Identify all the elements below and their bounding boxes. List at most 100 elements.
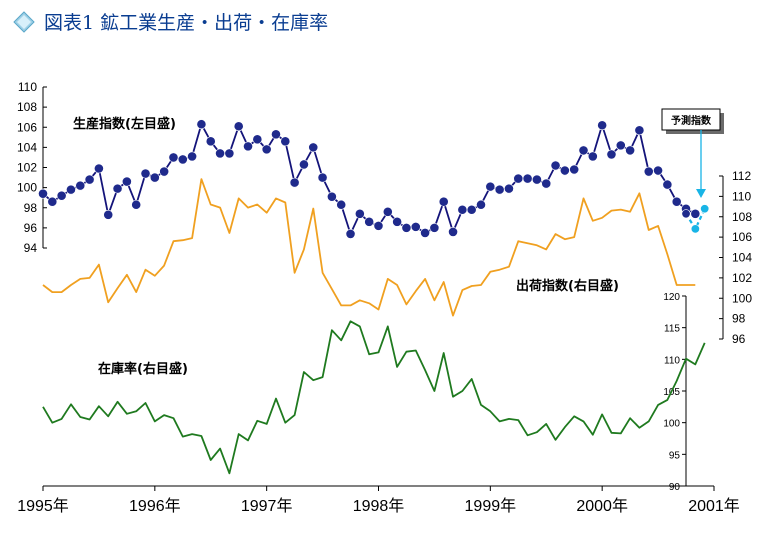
- x-axis-tick-label: 1995年: [17, 497, 69, 515]
- production-point: [392, 216, 403, 227]
- right-upper-axis-tick-label: 110: [732, 189, 751, 203]
- production-point: [522, 173, 533, 184]
- right-lower-axis-tick-label: 110: [664, 355, 680, 366]
- production-point: [187, 151, 198, 162]
- production-point: [233, 121, 244, 132]
- production-point: [578, 145, 589, 156]
- right-lower-axis-tick-label: 90: [669, 482, 681, 493]
- production-point: [541, 178, 552, 189]
- production-point: [47, 196, 58, 207]
- production-point: [410, 221, 421, 232]
- left-axis-tick-label: 102: [17, 161, 37, 175]
- production-point: [653, 165, 663, 176]
- series-layer: [38, 119, 710, 475]
- right-lower-axis-tick-label: 95: [669, 450, 681, 461]
- right-lower-axis-tick-label: 115: [664, 324, 680, 335]
- production-point: [373, 220, 384, 231]
- left-axis-tick-label: 98: [24, 201, 38, 215]
- x-axis-tick-label: 1997年: [241, 497, 293, 515]
- production-point: [149, 172, 160, 183]
- right-upper-axis-tick-label: 108: [732, 210, 752, 224]
- right-upper-axis-tick-label: 102: [732, 271, 752, 285]
- production-annotation: 生産指数(左目盛): [73, 116, 176, 132]
- production-point: [215, 148, 225, 159]
- forecast-point: [681, 209, 691, 219]
- production-point: [336, 199, 347, 210]
- forecast-callout: 予測指数: [661, 108, 724, 198]
- production-point: [420, 228, 430, 238]
- forecast-point: [690, 224, 700, 234]
- production-point: [345, 229, 356, 239]
- production-point: [308, 142, 319, 153]
- production-point: [597, 120, 608, 131]
- production-point: [224, 148, 235, 159]
- left-axis-tick-label: 110: [18, 80, 37, 94]
- shipments-series-line: [42, 178, 696, 317]
- right-upper-axis-tick-label: 106: [732, 230, 752, 244]
- left-axis-tick-label: 96: [24, 221, 38, 235]
- production-point: [121, 176, 132, 187]
- x-axis-tick-label: 2000年: [576, 497, 628, 515]
- production-point: [326, 191, 337, 202]
- right-lower-axis-tick-label: 100: [663, 419, 680, 430]
- callout-box: [661, 108, 721, 131]
- left-axis-tick-label: 108: [17, 100, 37, 114]
- production-point: [196, 119, 207, 130]
- production-point: [354, 208, 365, 219]
- production-point: [690, 208, 701, 219]
- production-point: [364, 216, 375, 227]
- production-point: [280, 136, 291, 147]
- production-point: [75, 180, 86, 191]
- production-point: [466, 204, 477, 215]
- production-point: [131, 199, 142, 210]
- production-point: [494, 184, 505, 195]
- forecast-callout-label: 予測指数: [671, 114, 712, 127]
- production-point: [38, 188, 48, 199]
- forecast-point: [700, 204, 710, 214]
- production-point: [168, 152, 179, 163]
- production-point: [84, 174, 95, 185]
- left-axis-tick-label: 94: [24, 241, 38, 255]
- production-point: [140, 168, 151, 179]
- production-point: [662, 179, 673, 190]
- production-point: [625, 145, 636, 156]
- right-upper-axis-tick-label: 104: [732, 251, 752, 265]
- production-point: [634, 125, 645, 136]
- production-point: [448, 226, 458, 237]
- production-point: [112, 183, 123, 194]
- x-axis-tick-label: 1996年: [129, 497, 181, 515]
- title-group: 図表1 鉱工業生産・出荷・在庫率: [13, 11, 328, 34]
- x-axis-tick-label: 2001年: [688, 497, 740, 515]
- production-point: [643, 166, 654, 177]
- shipments-annotation: 出荷指数(右目盛): [516, 278, 619, 294]
- production-point: [513, 173, 524, 184]
- production-point: [587, 151, 598, 162]
- chart-title: 図表1 鉱工業生産・出荷・在庫率: [44, 12, 328, 34]
- right-lower-axis-tick-label: 120: [663, 292, 680, 303]
- production-point: [550, 160, 561, 171]
- production-point: [289, 177, 300, 188]
- production-point: [457, 204, 468, 215]
- right-upper-axis-tick-label: 100: [732, 291, 752, 305]
- production-point: [317, 172, 328, 183]
- production-point: [671, 196, 682, 207]
- production-point: [261, 144, 272, 155]
- production-point: [559, 165, 570, 176]
- production-point: [606, 149, 617, 160]
- left-axis-tick-label: 104: [17, 140, 37, 154]
- production-point: [159, 166, 170, 177]
- right-upper-axis-tick-label: 112: [732, 169, 751, 183]
- production-point: [103, 209, 114, 220]
- production-point: [504, 183, 514, 194]
- production-point: [299, 159, 309, 170]
- right-upper-axis-tick-label: 96: [732, 332, 746, 346]
- x-axis-tick-label: 1998年: [353, 497, 405, 515]
- production-point: [485, 181, 496, 192]
- production-point: [177, 154, 188, 165]
- production-point: [438, 196, 449, 207]
- inventory-series-line: [42, 320, 706, 475]
- x-axis-tick-label: 1999年: [465, 497, 517, 515]
- production-point: [271, 129, 281, 140]
- production-point: [56, 190, 67, 201]
